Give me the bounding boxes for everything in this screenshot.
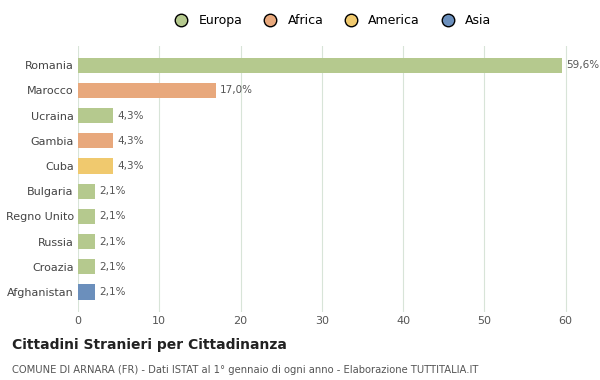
Bar bbox=[78, 209, 95, 224]
Bar bbox=[78, 234, 95, 249]
Text: COMUNE DI ARNARA (FR) - Dati ISTAT al 1° gennaio di ogni anno - Elaborazione TUT: COMUNE DI ARNARA (FR) - Dati ISTAT al 1°… bbox=[12, 365, 478, 375]
Bar bbox=[78, 259, 95, 274]
Text: 17,0%: 17,0% bbox=[220, 86, 253, 95]
Text: 2,1%: 2,1% bbox=[99, 287, 125, 297]
Bar bbox=[78, 58, 562, 73]
Bar bbox=[78, 158, 113, 174]
Text: 59,6%: 59,6% bbox=[566, 60, 599, 70]
Text: 4,3%: 4,3% bbox=[117, 161, 143, 171]
Bar bbox=[78, 133, 113, 148]
Text: 2,1%: 2,1% bbox=[99, 237, 125, 247]
Text: 2,1%: 2,1% bbox=[99, 211, 125, 222]
Legend: Europa, Africa, America, Asia: Europa, Africa, America, Asia bbox=[164, 9, 496, 32]
Bar bbox=[78, 184, 95, 199]
Text: 4,3%: 4,3% bbox=[117, 111, 143, 120]
Bar bbox=[78, 108, 113, 123]
Text: 4,3%: 4,3% bbox=[117, 136, 143, 146]
Text: 2,1%: 2,1% bbox=[99, 186, 125, 196]
Bar bbox=[78, 284, 95, 299]
Text: 2,1%: 2,1% bbox=[99, 262, 125, 272]
Bar bbox=[78, 83, 216, 98]
Text: Cittadini Stranieri per Cittadinanza: Cittadini Stranieri per Cittadinanza bbox=[12, 338, 287, 352]
